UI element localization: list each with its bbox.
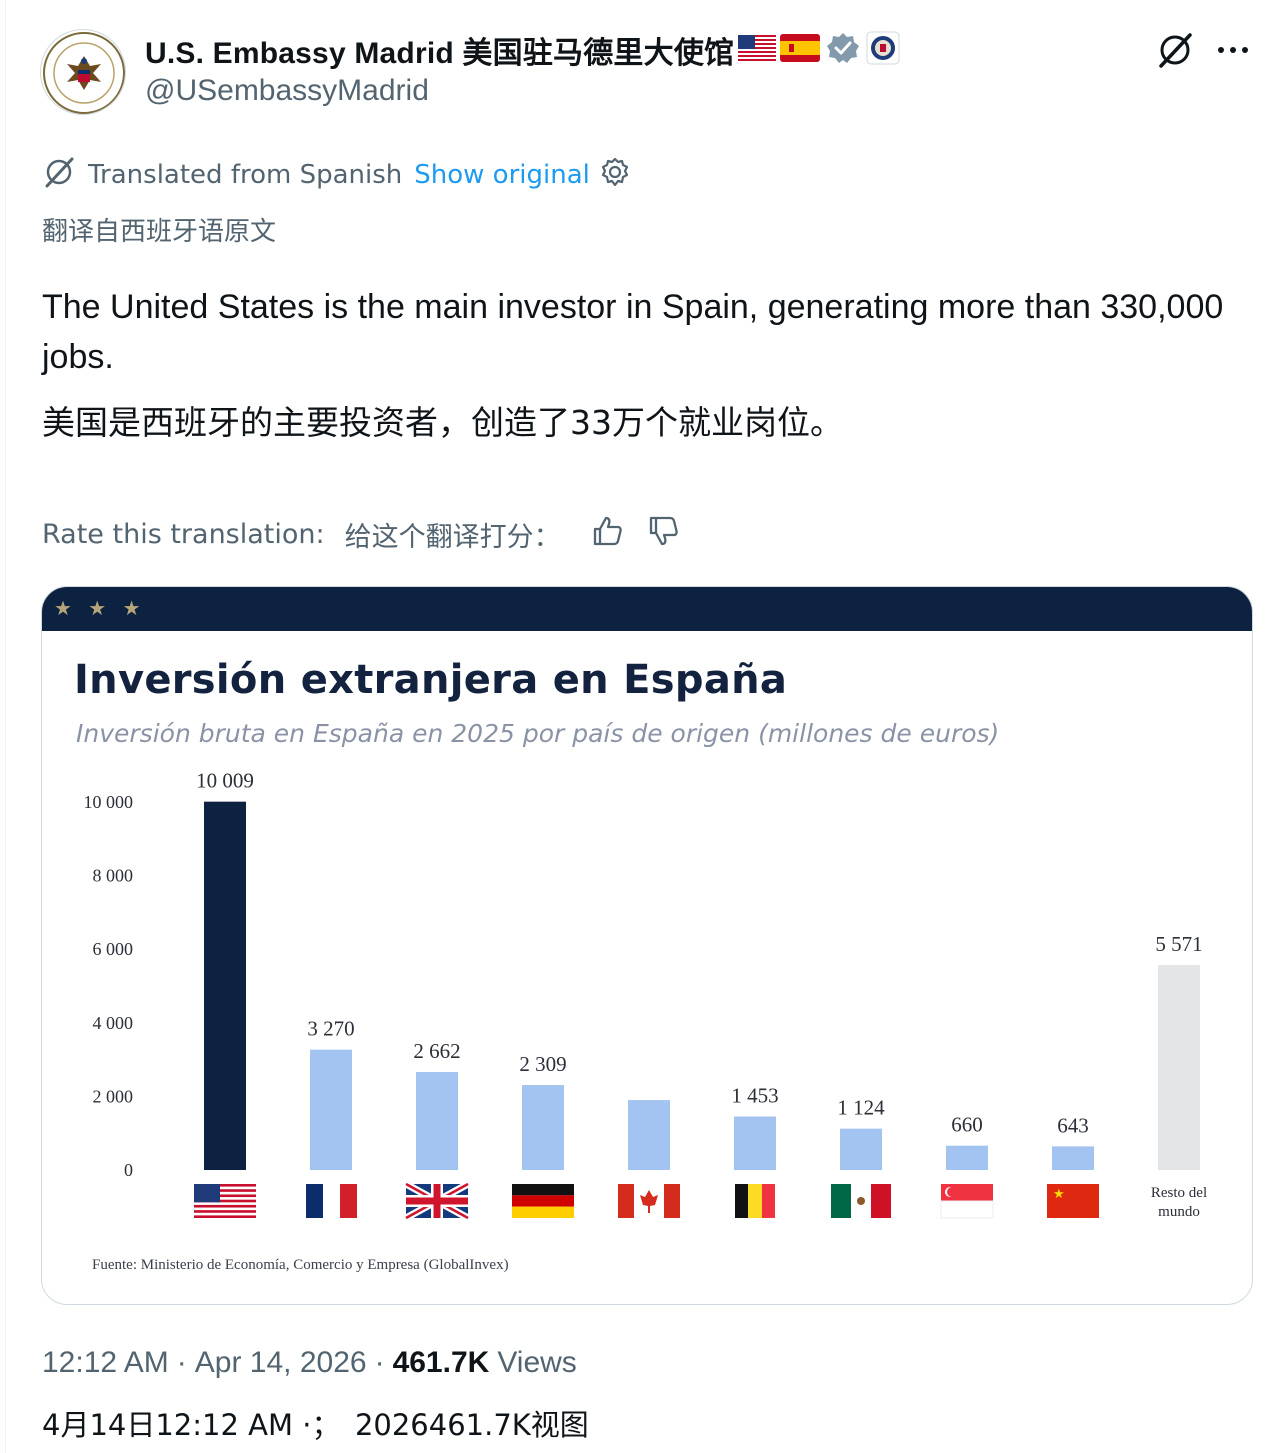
bar-chart: 0 2 000 4 000 6 000 8 000 10 000 10 009 3 270 2 … [84, 769, 1207, 1222]
china-flag-icon: ★ [1047, 1184, 1099, 1218]
y-tick-label: 2 000 [93, 1086, 134, 1106]
y-tick-label: 10 000 [84, 792, 134, 812]
author-name-row: U.S. Embassy Madrid 美国驻马德里大使馆 [145, 30, 900, 70]
data-label: 10 009 [196, 769, 254, 793]
chart-source: Fuente: Ministerio de Economía, Comercio… [92, 1257, 509, 1273]
stars-decoration: ★ ★ ★ [54, 596, 146, 620]
grok-icon[interactable] [1155, 30, 1195, 70]
data-label: 5 571 [1155, 932, 1202, 956]
display-name[interactable]: U.S. Embassy Madrid 美国驻马德里大使馆 [145, 37, 735, 70]
bar [522, 1085, 564, 1170]
uk-flag-icon [404, 1180, 470, 1222]
thumbs-down-icon[interactable] [647, 514, 681, 555]
data-label: 1 124 [837, 1096, 885, 1120]
category-label: Resto del [1151, 1185, 1207, 1201]
tweet-date[interactable]: Apr 14, 2026 [194, 1346, 367, 1379]
media-header-band: ★ ★ ★ [42, 587, 1252, 631]
state-department-seal-icon[interactable] [866, 31, 900, 69]
embassy-seal-icon [43, 32, 125, 114]
meta-separator: · [374, 1346, 385, 1379]
tweet-text-cn: 美国是西班牙的主要投资者，创造了33万个就业岗位。 [42, 403, 843, 442]
bar [946, 1145, 988, 1170]
y-tick-label: 4 000 [93, 1013, 134, 1033]
thumbs-up-icon[interactable] [591, 514, 625, 555]
chart-title: Inversión extranjera en España [74, 657, 788, 703]
bar [628, 1100, 670, 1170]
bar [1052, 1146, 1094, 1170]
tweet-meta-cn: 4月14日12:12 AM ·； 2026461.7K视图 [42, 1408, 589, 1442]
verified-badge-icon[interactable] [826, 31, 860, 69]
data-label: 660 [951, 1113, 983, 1137]
germany-flag-icon [512, 1184, 574, 1218]
category-label: mundo [1158, 1204, 1200, 1220]
bar [1158, 964, 1200, 1170]
canada-flag-icon [618, 1184, 680, 1218]
bar [734, 1116, 776, 1170]
y-tick-label: 8 000 [93, 866, 134, 886]
timeline-border [5, 0, 6, 1453]
views-label: Views [497, 1346, 577, 1379]
data-label: 643 [1057, 1113, 1089, 1137]
rate-label: Rate this translation: [42, 518, 325, 550]
y-tick-label: 6 000 [93, 939, 134, 959]
grok-translate-icon [42, 155, 76, 196]
handle[interactable]: @USembassyMadrid [145, 74, 429, 107]
bar [840, 1128, 882, 1170]
tweet-text: The United States is the main investor i… [42, 288, 1224, 376]
rate-label-cn: 给这个翻译打分： [344, 521, 561, 553]
bar [310, 1049, 352, 1170]
y-tick-label: 0 [124, 1160, 133, 1180]
belgium-flag-icon [735, 1184, 775, 1218]
translated-from-label-cn: 翻译自西班牙语原文 [42, 217, 277, 247]
gear-icon[interactable] [600, 157, 630, 194]
tweet-meta: 12:12 AM · Apr 14, 2026 · 461.7K Views [42, 1343, 577, 1383]
france-flag-icon [306, 1184, 357, 1218]
chart-subtitle: Inversión bruta en España en 2025 por pa… [76, 719, 1000, 748]
data-label: 1 453 [731, 1084, 778, 1108]
us-flag-icon [194, 1184, 256, 1218]
tweet-time[interactable]: 12:12 AM [42, 1346, 169, 1379]
more-dots-icon[interactable] [1213, 30, 1253, 70]
avatar[interactable] [40, 29, 126, 115]
translated-from-label: Translated from Spanish [88, 160, 403, 190]
spain-flag-icon [780, 34, 821, 66]
bar [204, 801, 246, 1170]
media-card[interactable]: ★ ★ ★ Inversión extranjera en España Inv… [41, 586, 1253, 1305]
us-flag-icon [738, 35, 777, 65]
show-original-link[interactable]: Show original [414, 160, 590, 190]
translation-notice: Translated from Spanish Show original [42, 157, 630, 193]
views-count[interactable]: 461.7K [392, 1346, 490, 1379]
rate-translation: Rate this translation: 给这个翻译打分： [42, 514, 681, 554]
data-label: 3 270 [307, 1017, 354, 1041]
bar [416, 1072, 458, 1170]
mexico-flag-icon [831, 1184, 891, 1218]
meta-separator: · [176, 1346, 187, 1379]
data-label: 2 309 [519, 1052, 566, 1076]
svg-text:★: ★ [1053, 1187, 1065, 1202]
singapore-flag-icon [940, 1184, 994, 1219]
data-label: 2 662 [413, 1039, 460, 1063]
